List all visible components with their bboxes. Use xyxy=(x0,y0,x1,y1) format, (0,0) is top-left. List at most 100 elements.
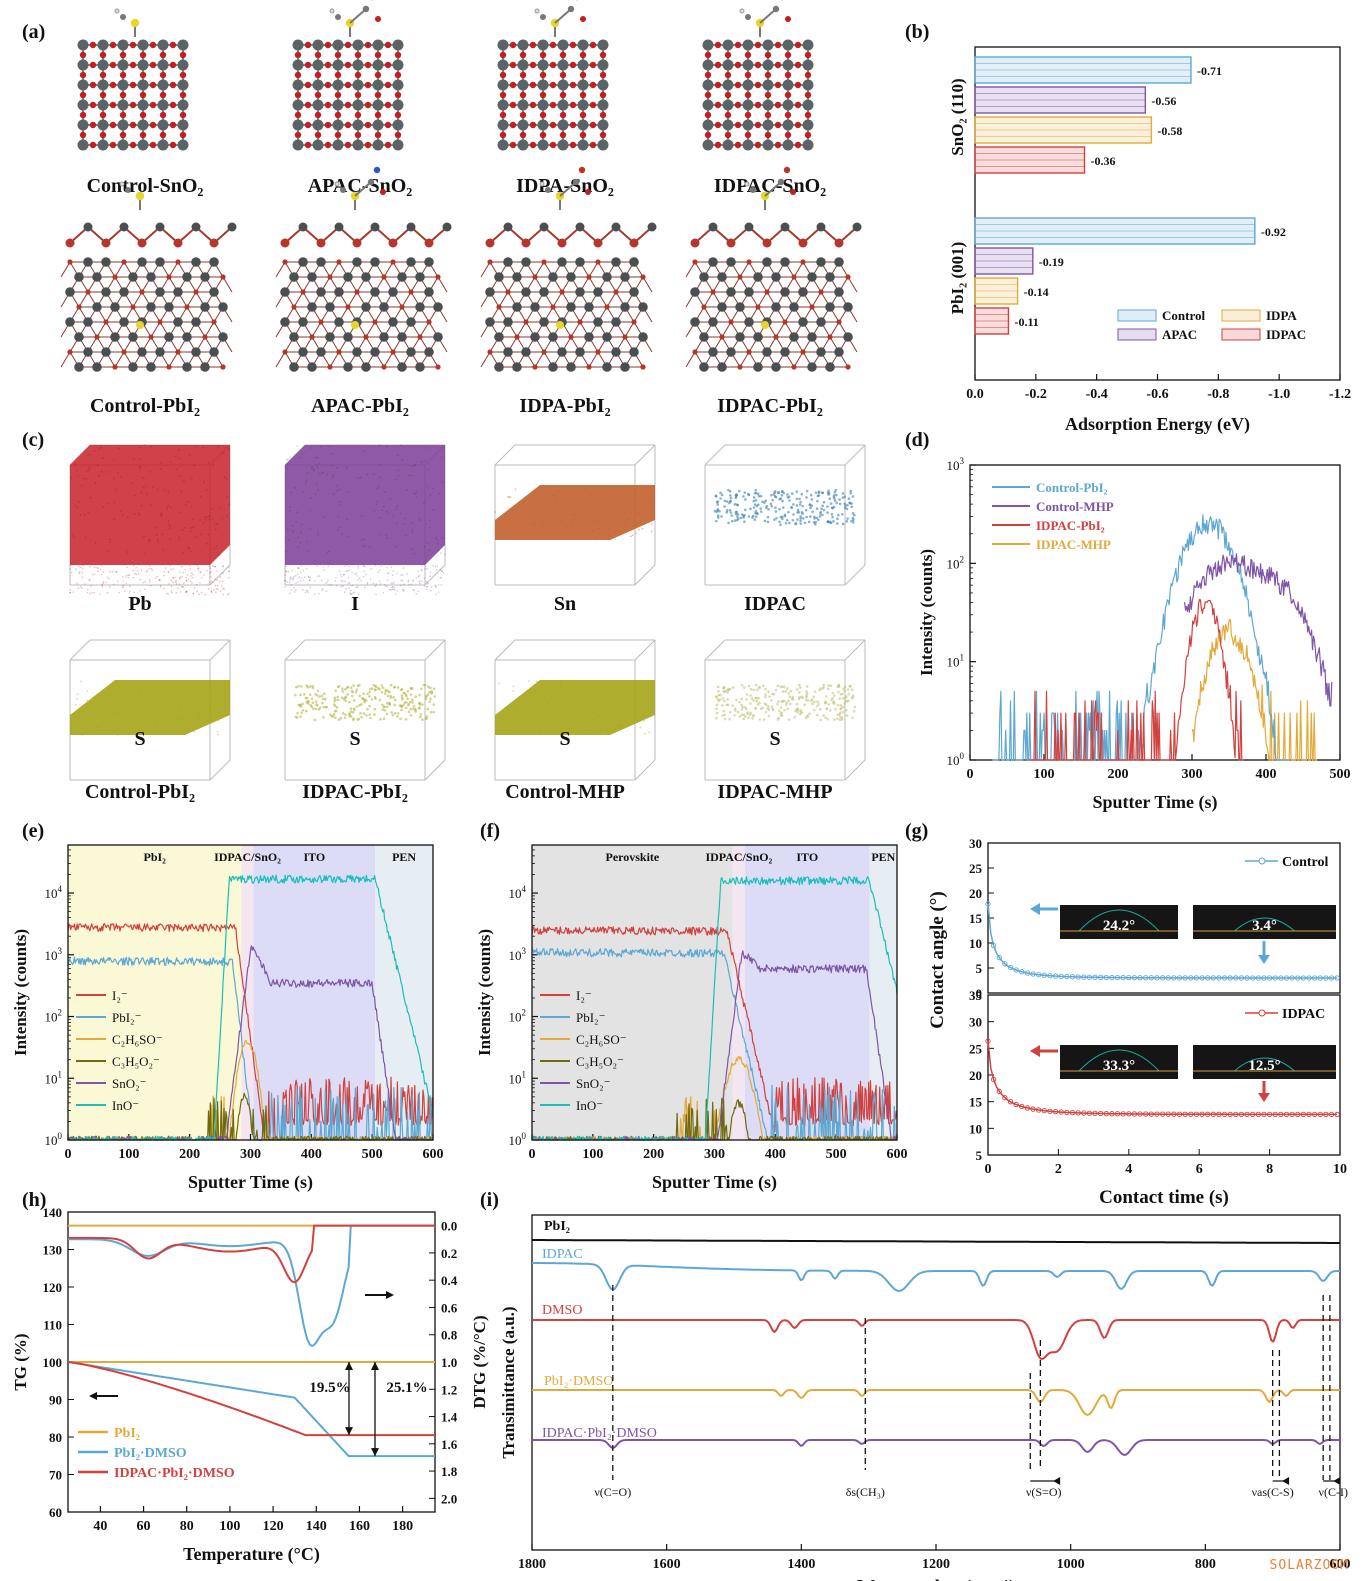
ion-point xyxy=(70,571,73,574)
ion-point xyxy=(825,707,829,711)
ion-point xyxy=(132,569,135,572)
ion-point xyxy=(339,504,342,507)
ion-point xyxy=(168,682,171,685)
ion-point xyxy=(341,690,344,693)
ion-point xyxy=(321,588,324,590)
ion-point xyxy=(818,515,822,518)
ion-point xyxy=(797,510,801,514)
ion-point xyxy=(219,580,221,583)
atom xyxy=(372,319,378,325)
cube-edge xyxy=(844,759,866,781)
ion-point xyxy=(435,537,438,540)
ion-point xyxy=(322,565,324,568)
o-atom xyxy=(344,61,352,69)
ion-point xyxy=(385,534,388,537)
y-tick-label: 101 xyxy=(509,1069,527,1086)
ion-point xyxy=(740,683,744,687)
ion-point xyxy=(382,592,385,594)
ion-point xyxy=(392,581,395,584)
ion-point xyxy=(169,506,172,509)
x-tick-label: 500 xyxy=(1330,767,1351,782)
ion-point xyxy=(418,693,421,697)
atom xyxy=(128,272,138,282)
data-point xyxy=(1036,1107,1042,1113)
ion-point xyxy=(799,686,802,689)
ion-point xyxy=(228,448,231,451)
atom xyxy=(289,272,299,282)
bar-value-label: -0.56 xyxy=(1151,94,1176,108)
ion-point xyxy=(752,499,756,503)
ion-point xyxy=(825,695,828,698)
ion-point xyxy=(181,586,184,588)
o-atom xyxy=(734,81,742,89)
ion-point xyxy=(403,583,405,586)
ion-point xyxy=(407,579,410,582)
atom xyxy=(298,317,308,327)
sn-atom xyxy=(97,119,109,131)
ion-point xyxy=(352,684,355,687)
ion-point xyxy=(437,584,440,586)
ion-point xyxy=(754,696,758,700)
ion-point xyxy=(208,572,211,574)
ion-point xyxy=(788,499,791,502)
structure-model xyxy=(497,0,609,151)
ion-point xyxy=(839,711,842,714)
ion-point xyxy=(305,589,308,592)
data-point xyxy=(1221,1111,1228,1117)
ion-point xyxy=(429,686,432,690)
atom xyxy=(798,238,808,248)
atom xyxy=(345,304,351,310)
ion-point xyxy=(327,579,329,581)
ion-point xyxy=(649,501,652,504)
ion-point xyxy=(391,713,394,717)
ion-point xyxy=(352,718,355,722)
ion-point xyxy=(640,698,643,701)
cube-edge xyxy=(209,759,231,781)
data-point xyxy=(1148,975,1154,981)
ion-point xyxy=(207,583,209,585)
o-atom xyxy=(569,141,577,149)
x-tick-label: 200 xyxy=(643,1147,664,1162)
ion-point xyxy=(421,568,423,571)
x-tick-label: 1400 xyxy=(787,1557,815,1572)
ion-point xyxy=(208,518,211,521)
o-atom xyxy=(179,51,187,59)
ion-point xyxy=(348,565,351,568)
ion-point xyxy=(81,572,84,574)
bond xyxy=(401,291,412,308)
ion-point xyxy=(390,711,393,714)
data-point xyxy=(1193,975,1200,981)
atom xyxy=(74,272,84,282)
ion-point xyxy=(211,517,214,520)
o-atom xyxy=(394,51,402,59)
ion-point xyxy=(815,507,819,511)
ion-point xyxy=(392,585,394,588)
ion-point xyxy=(838,498,841,501)
ion-point xyxy=(88,466,91,469)
ion-point xyxy=(743,513,746,517)
sn-atom xyxy=(372,39,384,51)
ion-point xyxy=(749,687,753,691)
atom xyxy=(539,317,549,327)
ion-point xyxy=(406,697,409,701)
ion-point xyxy=(85,477,88,480)
spectrum-label: IDPAC xyxy=(542,1247,583,1262)
atom xyxy=(717,362,727,372)
ion-point xyxy=(850,519,853,523)
ion-point xyxy=(347,582,349,585)
ion-point xyxy=(366,473,369,476)
ion-point xyxy=(310,697,314,701)
o-atom xyxy=(599,51,607,59)
sn-atom xyxy=(577,99,589,111)
y-axis-title: TG (%) xyxy=(11,1333,30,1390)
ion-point xyxy=(729,511,733,514)
o-atom xyxy=(549,61,557,69)
o-atom xyxy=(79,131,87,139)
ion-point xyxy=(838,502,842,506)
ion-point xyxy=(357,593,360,596)
ion-point xyxy=(164,567,167,569)
ion-point xyxy=(314,456,317,459)
o-atom xyxy=(499,131,507,139)
atom xyxy=(575,222,585,232)
ion-point xyxy=(843,689,847,693)
